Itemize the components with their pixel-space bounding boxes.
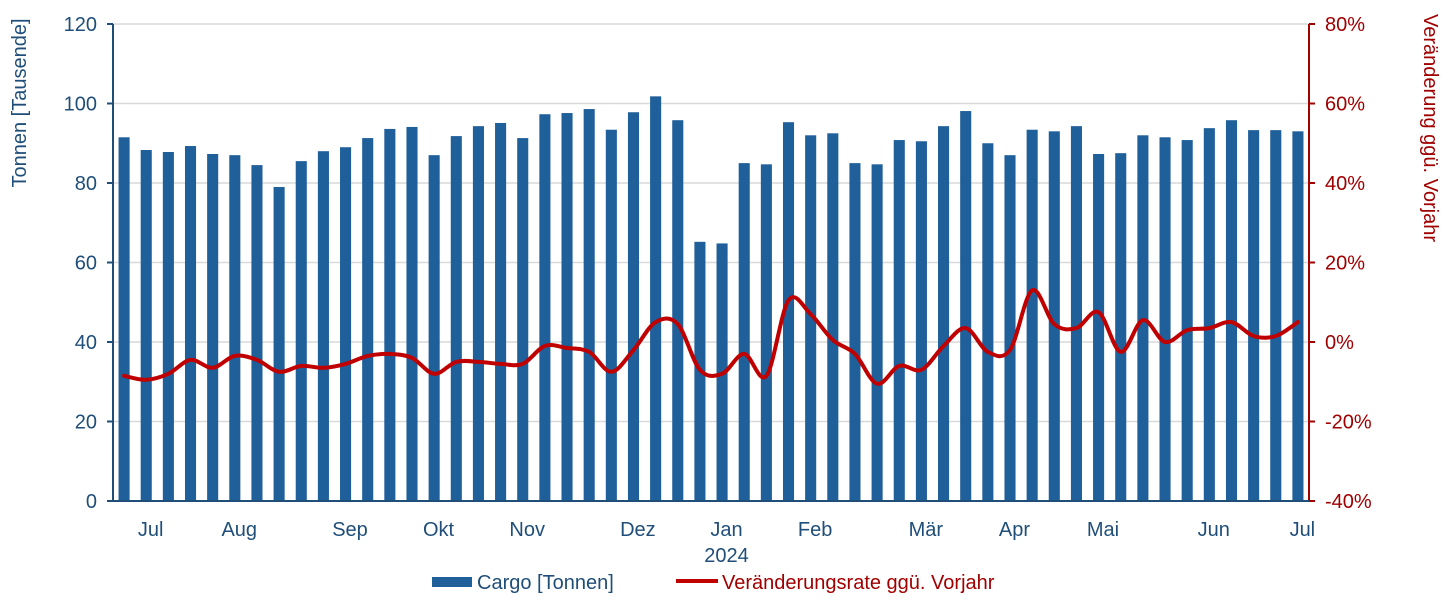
right-tick-label: 80%	[1325, 14, 1365, 36]
cargo-bar	[207, 153, 219, 502]
cargo-bar	[1070, 126, 1082, 501]
cargo-bar	[805, 135, 817, 502]
cargo-bar	[827, 133, 839, 501]
right-tick-label: 0%	[1325, 332, 1354, 354]
cargo-bar	[960, 111, 972, 502]
cargo-bar	[1270, 130, 1282, 501]
cargo-bar	[1026, 129, 1038, 502]
cargo-bar	[672, 120, 684, 501]
cargo-bar	[915, 141, 927, 501]
legend-label-rate: Veränderungsrate ggü. Vorjahr	[722, 572, 995, 594]
right-tick-labels: -40% -20% 0% 20% 40% 60% 80%	[1309, 14, 1372, 513]
rate-line	[122, 288, 1300, 386]
cargo-bar	[1159, 137, 1171, 501]
cargo-bar	[760, 164, 772, 501]
right-tick-label: 60%	[1325, 94, 1365, 116]
left-tick-label: 120	[64, 14, 97, 36]
x-tick-label: Sep	[332, 519, 368, 541]
cargo-bar	[650, 96, 662, 501]
right-axis-title: Veränderung ggü. Vorjahr	[1419, 14, 1441, 242]
cargo-bar	[251, 165, 263, 502]
cargo-bar	[1115, 153, 1127, 501]
cargo-bar	[140, 150, 152, 501]
cargo-bar	[162, 151, 174, 501]
cargo-bar	[782, 122, 795, 502]
left-tick-label: 100	[64, 94, 97, 116]
x-tick-label: Dez	[620, 519, 656, 541]
x-tick-label: Jun	[1198, 519, 1230, 541]
cargo-bar	[1181, 140, 1193, 501]
x-tick-label: 2024	[704, 545, 749, 567]
right-tick-label: -20%	[1325, 412, 1372, 434]
gridlines	[113, 23, 1309, 423]
cargo-bar	[561, 113, 573, 501]
left-tick-label: 60	[75, 253, 97, 275]
cargo-bar	[340, 147, 352, 501]
cargo-bar	[384, 128, 396, 501]
right-tick-label: 40%	[1325, 173, 1365, 195]
cargo-bar	[1292, 131, 1304, 501]
cargo-bar	[1203, 128, 1215, 501]
cargo-bar	[229, 155, 241, 502]
cargo-bar	[583, 109, 595, 501]
x-tick-label: Aug	[221, 519, 257, 541]
cargo-bar	[472, 126, 484, 501]
cargo-bar	[450, 136, 462, 501]
cargo-bar	[495, 122, 507, 501]
cargo-bar	[362, 138, 374, 501]
cargo-bars	[118, 96, 1304, 502]
left-tick-labels: 0 20 40 60 80 100 120	[64, 14, 113, 513]
cargo-bar	[1004, 155, 1016, 502]
cargo-bar	[627, 112, 640, 502]
legend-label-cargo: Cargo [Tonnen]	[477, 572, 614, 594]
cargo-bar	[849, 163, 861, 501]
cargo-bar	[1248, 130, 1260, 501]
cargo-bar	[517, 138, 529, 501]
x-tick-label: Jul	[138, 519, 164, 541]
cargo-bar	[938, 126, 950, 501]
cargo-bar	[317, 151, 329, 501]
legend-swatch-cargo	[432, 577, 472, 587]
left-tick-label: 0	[86, 491, 97, 513]
left-tick-label: 40	[75, 332, 97, 354]
cargo-bar	[605, 129, 617, 502]
x-tick-label: Nov	[509, 519, 545, 541]
cargo-bar	[871, 164, 883, 501]
cargo-bar	[893, 140, 905, 501]
x-tick-label: Apr	[999, 519, 1030, 541]
cargo-bar	[184, 146, 197, 501]
left-tick-label: 80	[75, 173, 97, 195]
x-tick-label: Mär	[909, 519, 944, 541]
cargo-bar	[118, 137, 130, 501]
legend: Cargo [Tonnen] Veränderungsrate ggü. Vor…	[432, 572, 995, 594]
x-tick-labels: Jul Aug Sep Okt Nov Dez Jan 2024 Feb Mär Apr Mai Jun…	[138, 519, 1315, 567]
cargo-bar	[1225, 120, 1238, 501]
x-tick-label: Feb	[798, 519, 832, 541]
cargo-bar	[295, 161, 307, 501]
right-tick-label: -40%	[1325, 491, 1372, 513]
cargo-bar	[406, 126, 418, 501]
cargo-bar	[428, 155, 440, 502]
right-tick-label: 20%	[1325, 253, 1365, 275]
cargo-bar	[273, 186, 285, 501]
cargo-bar	[539, 114, 551, 502]
left-axis-title: Tonnen [Tausende]	[9, 18, 31, 187]
x-tick-label: Jul	[1290, 519, 1316, 541]
cargo-bar	[982, 143, 994, 501]
x-tick-label: Jan	[710, 519, 742, 541]
x-tick-label: Okt	[423, 519, 455, 541]
cargo-bar	[738, 163, 750, 501]
left-tick-label: 20	[75, 412, 97, 434]
x-tick-label: Mai	[1087, 519, 1119, 541]
cargo-bar	[1093, 153, 1105, 502]
cargo-bar	[1048, 131, 1060, 501]
